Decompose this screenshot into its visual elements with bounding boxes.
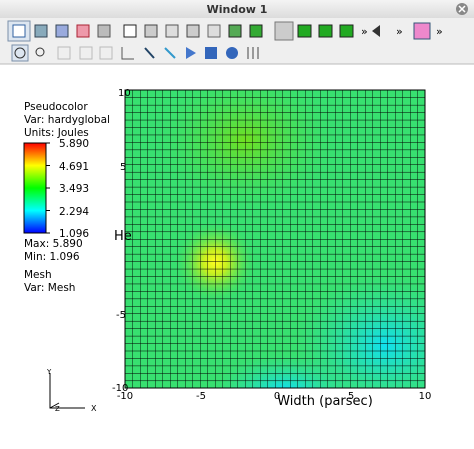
tool-button[interactable]: [11, 44, 29, 62]
tool-button[interactable]: [144, 24, 158, 38]
tool-button[interactable]: [186, 47, 196, 59]
tool-button[interactable]: [274, 21, 294, 41]
color-bar-label: 4.691: [59, 161, 89, 173]
legend-min: Min: 1.096: [24, 251, 80, 263]
tool-button[interactable]: [99, 46, 113, 60]
color-bar-label: 3.493: [59, 183, 89, 195]
legend-plot: Pseudocolor: [24, 101, 88, 113]
color-bar-label: 5.890: [59, 138, 89, 150]
tool-button[interactable]: [35, 47, 45, 57]
legend-mesh: Mesh: [24, 269, 52, 281]
tool-button[interactable]: [34, 24, 48, 38]
triad-label: X: [91, 404, 97, 413]
window-title: Window 1: [207, 3, 268, 16]
x-axis-title: Width (parsec): [277, 394, 373, 409]
overflow-arrow[interactable]: »: [396, 25, 403, 38]
legend-var: Var: hardyglobal: [24, 114, 110, 126]
mesh: [125, 90, 425, 388]
axis-triad: [49, 373, 85, 409]
y-tick-label: -5: [116, 310, 126, 321]
x-tick-label: 5: [348, 391, 354, 402]
y-axis-title: He: [114, 229, 132, 244]
triad-label: Z: [55, 405, 60, 413]
tool-button[interactable]: [228, 24, 242, 38]
tool-button[interactable]: [413, 22, 431, 40]
overflow-arrow[interactable]: »: [436, 25, 443, 38]
legend-max: Max: 5.890: [24, 238, 83, 250]
tool-button[interactable]: [79, 46, 93, 60]
x-tick-label: -5: [196, 391, 206, 402]
tool-button[interactable]: [318, 24, 333, 38]
x-tick-label: -10: [117, 391, 133, 402]
toolbar-icons: [7, 20, 431, 62]
tool-button[interactable]: [249, 24, 263, 38]
tool-button[interactable]: [186, 24, 200, 38]
tool-button[interactable]: [57, 46, 71, 60]
y-tick-label: -10: [112, 383, 128, 394]
color-bar-ticks: [46, 142, 50, 234]
icon: [14, 47, 26, 59]
x-tick-label: 10: [419, 391, 432, 402]
tool-button[interactable]: [372, 25, 380, 37]
tool-button[interactable]: [97, 24, 111, 38]
color-bar: [23, 142, 47, 234]
color-bar-label: 2.294: [59, 206, 89, 218]
pseudocolor-plot: [125, 90, 425, 388]
y-tick-label: 5: [120, 162, 126, 173]
tool-button[interactable]: [339, 24, 354, 38]
tool-button[interactable]: [205, 47, 217, 59]
tool-button[interactable]: [121, 47, 134, 60]
overflow-arrow[interactable]: »: [361, 25, 368, 38]
tool-button[interactable]: [165, 24, 179, 38]
icon: [12, 24, 26, 38]
tool-button[interactable]: [123, 24, 137, 38]
tool-button[interactable]: [55, 24, 69, 38]
tool-button[interactable]: [144, 47, 155, 59]
title-bar: [0, 0, 474, 18]
triad-label: Y: [46, 368, 52, 376]
tool-button[interactable]: [164, 47, 176, 59]
tool-button[interactable]: [247, 47, 259, 59]
legend-mesh-var: Var: Mesh: [24, 282, 75, 294]
tool-button[interactable]: [226, 47, 238, 59]
plot-frame: [124, 89, 426, 389]
close-icon: [458, 5, 466, 13]
y-tick-label: 10: [118, 88, 131, 99]
tool-button[interactable]: [297, 24, 312, 38]
x-tick-label: 0: [274, 391, 280, 402]
legend-units: Units: Joules: [24, 127, 89, 139]
color-bar-label: 1.096: [59, 228, 89, 240]
tool-button[interactable]: [207, 24, 221, 38]
tool-button[interactable]: [76, 24, 90, 38]
